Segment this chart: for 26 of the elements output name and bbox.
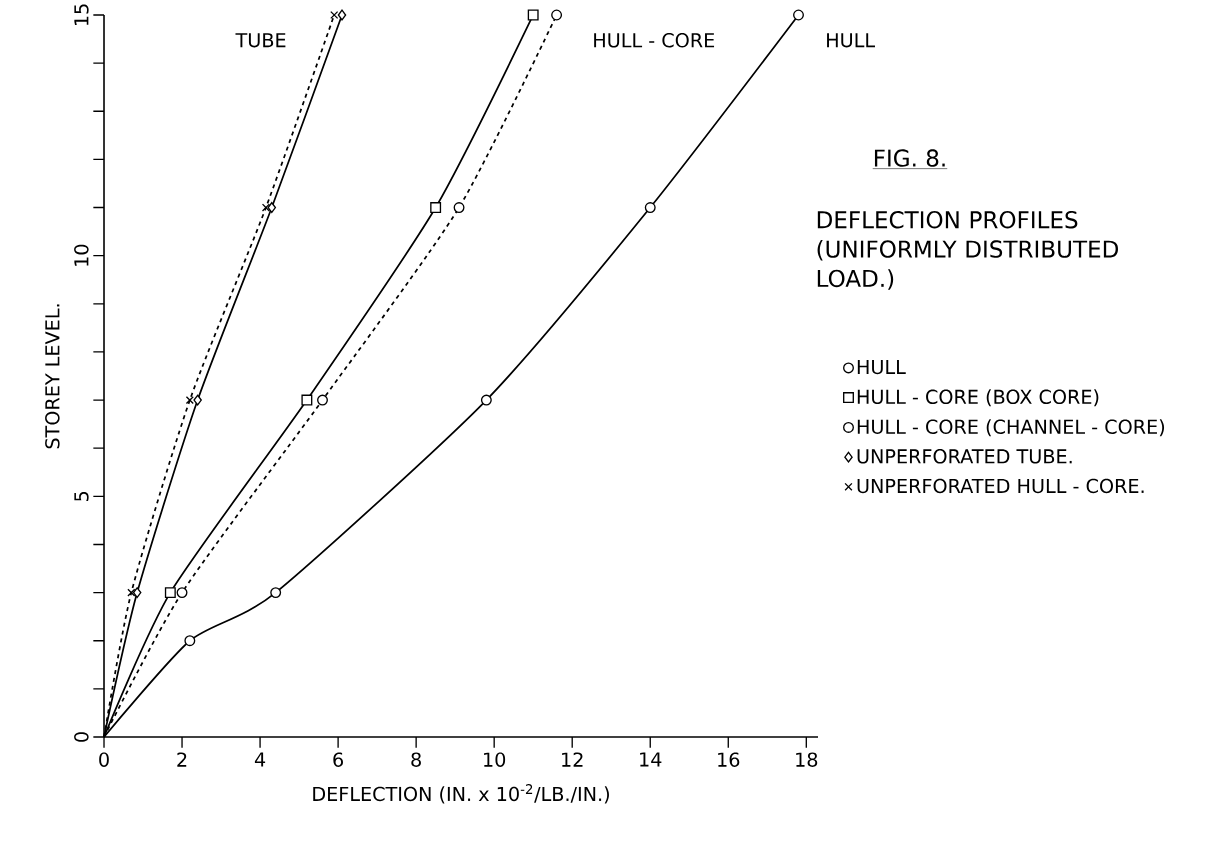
text: DEFLECTION PROFILES (UNIFORMLY DISTRIBUTED LOAD.) <box>817 211 1118 290</box>
x-tick-label: 6 <box>333 752 343 767</box>
text: HULL <box>827 33 875 48</box>
y-tick-label: 0 <box>74 732 89 742</box>
text: FIG. 8. <box>874 149 945 167</box>
annotation: HULL - CORE <box>594 33 715 48</box>
legend-label: UNPERFORATED HULL - CORE. <box>857 478 1144 494</box>
x-tick-label: 18 <box>796 752 818 767</box>
y-tick-label: 5 <box>74 491 89 501</box>
x-tick-label: 12 <box>562 752 583 767</box>
legend-label: HULL <box>857 359 906 375</box>
x-tick-label: 0 <box>99 752 109 767</box>
y-tick-label: 10 <box>74 244 89 266</box>
x-tick-label: 16 <box>718 752 740 767</box>
x-tick-label: 8 <box>411 752 421 767</box>
y-tick-label: 15 <box>74 4 89 26</box>
x-tick-label: 10 <box>484 752 506 767</box>
legend-label: HULL - CORE (BOX CORE) <box>857 389 1099 407</box>
x-tick-label: 14 <box>640 752 662 767</box>
x-axis-title: DEFLECTION (IN. x 10$^{-2}$/LB./IN.) <box>313 784 609 804</box>
y-axis-title: STOREY LEVEL. <box>45 304 60 449</box>
x-tick-label: 2 <box>177 752 187 767</box>
x-tick-label: 4 <box>254 752 266 767</box>
legend-label: HULL - CORE (CHANNEL - CORE) <box>857 419 1165 437</box>
annotation: TUBE <box>235 33 286 48</box>
legend-label: UNPERFORATED TUBE. <box>857 449 1072 464</box>
